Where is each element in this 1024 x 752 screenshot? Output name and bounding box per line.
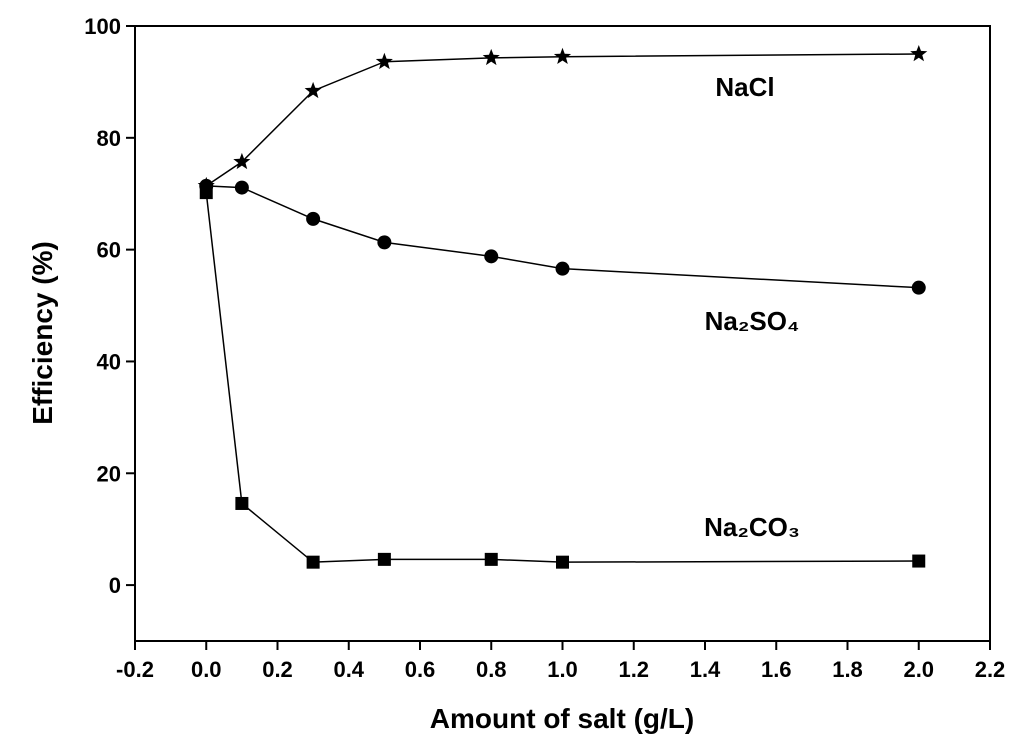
series-label: Na₂CO₃ <box>704 512 800 542</box>
star-marker <box>910 45 928 62</box>
series-label: Na₂SO₄ <box>705 306 800 336</box>
circle-marker <box>484 249 499 264</box>
square-marker <box>306 555 320 569</box>
x-tick-label: 1.2 <box>618 657 649 682</box>
x-tick-label: 0.6 <box>405 657 436 682</box>
circle-marker <box>234 180 249 195</box>
x-tick-label: 2.2 <box>975 657 1006 682</box>
square-marker <box>484 552 498 566</box>
circle-marker <box>306 211 321 226</box>
x-tick-label: 0.2 <box>262 657 293 682</box>
square-marker <box>912 554 926 568</box>
x-tick-label: 1.6 <box>761 657 792 682</box>
y-tick-label: 0 <box>109 573 121 598</box>
square-marker <box>199 186 213 200</box>
x-tick-label: 0.4 <box>333 657 364 682</box>
y-tick-label: 60 <box>97 238 121 263</box>
series-label: NaCl <box>715 72 774 102</box>
y-tick-label: 100 <box>84 14 121 39</box>
x-tick-label: 1.0 <box>547 657 578 682</box>
square-marker <box>235 496 249 510</box>
star-marker <box>482 48 500 66</box>
x-tick-label: 2.0 <box>903 657 934 682</box>
x-tick-label: 1.8 <box>832 657 863 682</box>
y-axis-label: Efficiency (%) <box>27 241 58 425</box>
circle-marker <box>377 235 392 250</box>
square-marker <box>556 555 569 569</box>
x-axis-label: Amount of salt (g/L) <box>430 703 694 734</box>
circle-marker <box>911 280 926 295</box>
star-marker <box>375 52 393 70</box>
plot-frame <box>134 25 991 642</box>
square-marker <box>377 552 391 566</box>
x-tick-label: 0.0 <box>191 657 222 682</box>
series-line <box>205 53 919 187</box>
y-tick-label: 80 <box>97 126 121 151</box>
y-tick-label: 20 <box>97 461 121 486</box>
y-tick-label: 40 <box>97 349 121 374</box>
x-tick-label: -0.2 <box>116 657 154 682</box>
circle-marker <box>555 261 570 276</box>
star-marker <box>304 81 322 99</box>
star-marker <box>553 47 572 64</box>
x-tick-label: 0.8 <box>476 657 507 682</box>
star-marker <box>233 152 251 170</box>
series-line <box>205 192 919 563</box>
x-tick-label: 1.4 <box>690 657 721 682</box>
